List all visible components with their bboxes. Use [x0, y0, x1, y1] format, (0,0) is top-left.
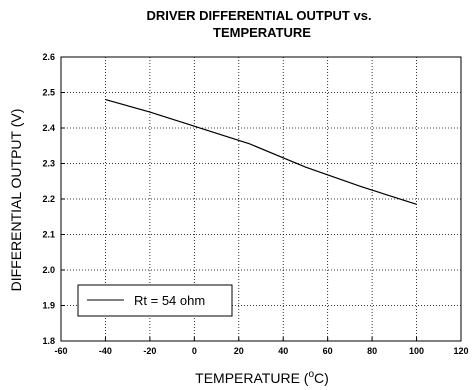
y-tick-label: 2.3 — [42, 159, 55, 169]
y-tick-label: 2.2 — [42, 194, 55, 204]
series-line — [105, 99, 417, 205]
x-axis-label-text: TEMPERATURE ( — [195, 370, 309, 386]
legend-label: Rt = 54 ohm — [134, 293, 205, 308]
x-axis-label-unit: C) — [314, 370, 329, 386]
series-group — [105, 99, 417, 205]
y-tick-label: 2.1 — [42, 230, 55, 240]
x-tick-label: 20 — [234, 346, 244, 356]
x-tick-label: 60 — [323, 346, 333, 356]
x-tick-label: 80 — [367, 346, 377, 356]
x-axis-label: TEMPERATURE (oC) — [195, 369, 329, 386]
x-tick-label: -20 — [143, 346, 156, 356]
x-tick-label: 120 — [453, 346, 468, 356]
x-tick-label: 40 — [278, 346, 288, 356]
x-tick-label: 0 — [192, 346, 197, 356]
x-tick-label: -60 — [54, 346, 67, 356]
y-tick-label: 1.9 — [42, 301, 55, 311]
chart-title-line-1: DRIVER DIFFERENTIAL OUTPUT vs. — [146, 8, 371, 23]
x-tick-label: -40 — [99, 346, 112, 356]
grid — [61, 57, 461, 341]
y-tick-label: 2.4 — [42, 123, 55, 133]
x-tick-label: 100 — [409, 346, 424, 356]
y-axis-label: DIFFERENTIAL OUTPUT (V) — [8, 109, 24, 292]
ticks: -60 -40 -20 0 20 40 60 80 100 120 1.8 1.9 2.0 2.1 2.2 2… — [42, 52, 468, 356]
y-tick-label: 2.0 — [42, 265, 55, 275]
y-tick-label: 1.8 — [42, 336, 55, 346]
x-axis-label-degree: o — [308, 369, 314, 380]
legend: Rt = 54 ohm — [77, 284, 233, 317]
y-tick-label: 2.6 — [42, 52, 55, 62]
chart-title-line-2: TEMPERATURE — [213, 25, 311, 40]
y-tick-label: 2.5 — [42, 88, 55, 98]
